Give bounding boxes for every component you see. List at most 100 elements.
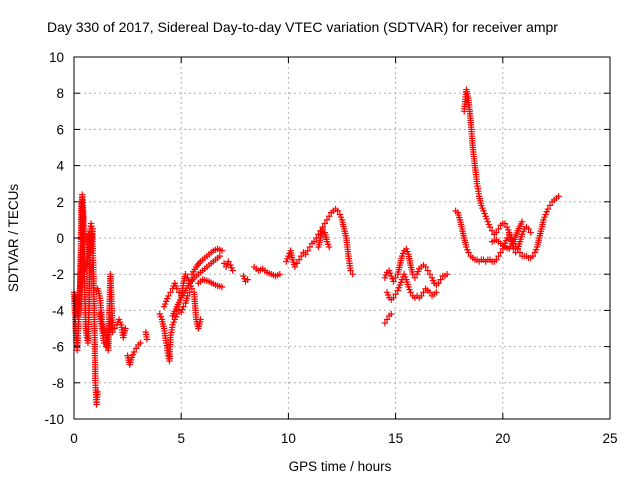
y-tick-label: -8 — [52, 376, 64, 391]
data-point — [529, 252, 537, 260]
data-point — [302, 251, 309, 258]
data-point — [383, 316, 391, 323]
data-point — [347, 267, 354, 274]
data-point — [310, 238, 318, 245]
data-point — [304, 247, 311, 254]
grid — [74, 57, 610, 419]
data-point — [244, 276, 251, 283]
data-point — [495, 252, 502, 260]
data-point — [465, 249, 472, 256]
y-tick-label: -2 — [52, 267, 64, 282]
data-point — [188, 285, 196, 292]
data-point — [334, 207, 341, 215]
x-tick-label: 15 — [388, 431, 403, 446]
x-tick-label: 5 — [177, 431, 185, 446]
data-point — [411, 274, 419, 282]
data-point — [493, 256, 500, 263]
x-tick-label: 25 — [602, 431, 617, 446]
data-point — [390, 294, 397, 301]
data-point — [486, 223, 494, 231]
data-point — [216, 252, 223, 260]
y-tick-label: 0 — [56, 231, 64, 246]
data-point — [89, 225, 97, 233]
data-points — [70, 86, 562, 408]
data-point — [518, 218, 526, 225]
data-point — [306, 243, 314, 251]
data-point — [418, 292, 425, 300]
data-point — [426, 289, 434, 296]
data-point — [218, 247, 226, 254]
data-point — [180, 303, 187, 310]
data-point — [319, 225, 326, 233]
data-point — [512, 249, 519, 256]
data-point — [137, 339, 144, 347]
data-point — [497, 249, 504, 256]
y-tick-label: 8 — [56, 86, 64, 101]
data-point — [525, 225, 532, 233]
y-tick-label: 2 — [56, 195, 64, 210]
data-point — [173, 285, 181, 292]
data-point — [422, 263, 429, 271]
plot-frame — [73, 56, 611, 420]
data-point — [293, 260, 301, 267]
y-tick-label: 6 — [56, 122, 64, 137]
data-point — [501, 220, 509, 227]
data-point — [225, 258, 232, 265]
y-axis-label: SDTVAR / TECUs — [6, 184, 21, 293]
data-point — [291, 263, 299, 271]
data-point — [323, 216, 331, 224]
y-tick-label: 4 — [56, 159, 64, 174]
data-point — [555, 193, 562, 200]
data-point — [167, 289, 174, 296]
y-tick-label: -6 — [52, 340, 64, 355]
data-point — [109, 328, 116, 336]
data-point — [143, 336, 151, 343]
data-point — [182, 271, 189, 278]
data-point — [94, 388, 101, 396]
data-point — [435, 280, 442, 287]
data-point — [276, 271, 284, 278]
data-point — [321, 220, 329, 227]
data-point — [388, 310, 395, 318]
x-tick-label: 10 — [281, 431, 296, 446]
data-point — [132, 345, 140, 352]
data-point — [130, 348, 138, 356]
data-point — [184, 292, 191, 300]
data-point — [420, 289, 427, 296]
data-point — [443, 271, 451, 278]
data-point — [325, 243, 333, 251]
data-point — [546, 202, 554, 209]
data-point — [298, 252, 305, 260]
data-point — [407, 289, 414, 296]
y-tick-label: 10 — [49, 50, 64, 65]
data-point — [392, 274, 399, 282]
y-tick-label: -10 — [44, 412, 64, 427]
data-point — [220, 260, 228, 267]
data-point — [392, 290, 399, 298]
x-tick-label: 20 — [495, 431, 510, 446]
x-tick-label: 0 — [70, 431, 78, 446]
data-point — [527, 229, 534, 236]
data-point — [544, 205, 552, 213]
data-point — [218, 283, 226, 291]
y-tick-label: -4 — [52, 303, 64, 318]
data-point — [433, 289, 440, 296]
data-point — [493, 229, 500, 236]
data-point — [122, 325, 129, 332]
data-point — [229, 267, 236, 274]
data-point — [437, 276, 444, 283]
chart-title: Day 330 of 2017, Sidereal Day-to-day VTE… — [47, 19, 558, 35]
x-axis-label: GPS time / hours — [289, 459, 392, 474]
data-point — [381, 319, 389, 327]
ticks: 0 5 10 15 20 25 -10 -8 -6 -4 -2 0 2 4 6 8 10 — [44, 50, 617, 446]
data-point — [488, 227, 496, 234]
data-point — [197, 316, 204, 323]
data-point — [426, 271, 434, 278]
data-point — [349, 271, 356, 278]
data-point — [325, 213, 333, 220]
data-point — [390, 278, 397, 285]
data-point — [495, 225, 502, 233]
data-point — [295, 256, 303, 263]
data-point — [165, 292, 172, 300]
